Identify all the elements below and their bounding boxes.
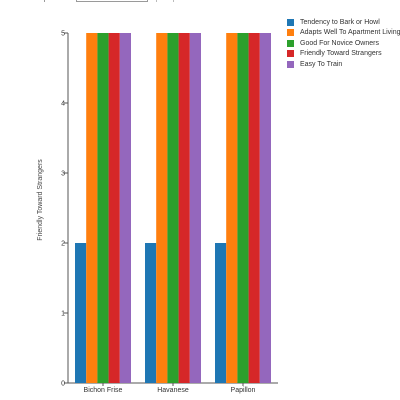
y-tick-label: 2: [61, 241, 65, 248]
bar[interactable]: [119, 33, 131, 383]
legend-swatch: [287, 60, 294, 68]
bar[interactable]: [97, 33, 109, 383]
x-tick-label: Havanese: [157, 387, 189, 394]
legend-label: Good For Novice Owners: [300, 39, 379, 47]
bar[interactable]: [259, 33, 271, 383]
bar[interactable]: [156, 33, 168, 383]
y-axis-label: Friendly Toward Strangers: [37, 159, 44, 241]
bar[interactable]: [108, 33, 120, 383]
legend-label: Friendly Toward Strangers: [300, 50, 382, 58]
y-tick-label: 1: [61, 311, 65, 318]
bar[interactable]: [189, 33, 201, 383]
legend-item[interactable]: Easy To Train: [287, 59, 400, 70]
legend-swatch: [287, 18, 294, 26]
legend: Tendency to Bark or Howl Adapts Well To A…: [287, 17, 400, 70]
bar[interactable]: [86, 33, 98, 383]
legend-item[interactable]: Adapts Well To Apartment Living: [287, 28, 400, 39]
y-tick-label: 5: [61, 31, 65, 38]
x-axis: Bichon Frise Havanese Papillon: [68, 382, 278, 394]
toolbar-control[interactable]: [156, 0, 174, 2]
bar[interactable]: [237, 33, 249, 383]
bar[interactable]: [75, 243, 87, 383]
y-axis: 0 1 2 3 4 5: [61, 31, 69, 388]
legend-item[interactable]: Friendly Toward Strangers: [287, 49, 400, 60]
top-toolbar-strip: [0, 0, 400, 6]
bar[interactable]: [248, 33, 260, 383]
bar[interactable]: [215, 243, 227, 383]
bar[interactable]: [145, 243, 157, 383]
bar[interactable]: [226, 33, 238, 383]
legend-label: Adapts Well To Apartment Living: [300, 29, 400, 37]
bar[interactable]: [178, 33, 190, 383]
legend-item[interactable]: Good For Novice Owners: [287, 38, 400, 49]
legend-label: Tendency to Bark or Howl: [300, 18, 380, 26]
legend-item[interactable]: Tendency to Bark or Howl: [287, 17, 400, 28]
x-tick-label: Papillon: [231, 387, 256, 394]
y-tick-label: 3: [61, 171, 65, 178]
legend-swatch: [287, 29, 294, 37]
x-tick-label: Bichon Frise: [84, 387, 123, 394]
legend-swatch: [287, 50, 294, 58]
legend-swatch: [287, 39, 294, 47]
legend-label: Easy To Train: [300, 60, 343, 68]
bar[interactable]: [167, 33, 179, 383]
y-tick-label: 4: [61, 101, 65, 108]
toolbar-input[interactable]: [76, 0, 148, 2]
toolbar-separator: [38, 0, 45, 2]
bars: [75, 33, 271, 383]
y-tick-label: 0: [61, 381, 65, 388]
